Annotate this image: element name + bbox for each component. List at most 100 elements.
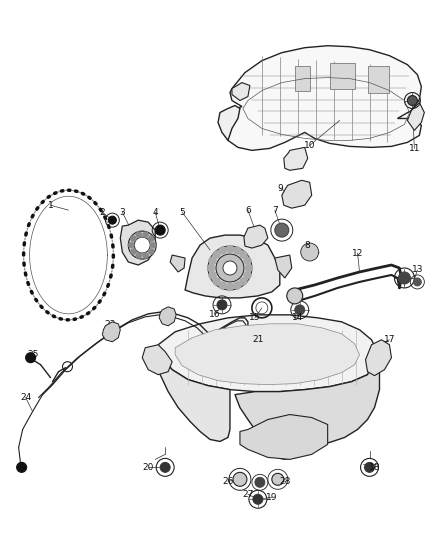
Polygon shape [407,102,424,131]
Circle shape [399,272,410,284]
Circle shape [212,251,221,259]
Circle shape [226,245,234,253]
Text: 6: 6 [245,206,251,215]
Circle shape [128,231,156,259]
Circle shape [131,248,136,254]
Text: 7: 7 [272,206,278,215]
Circle shape [148,248,154,254]
Circle shape [244,271,251,279]
Text: 9: 9 [277,184,283,193]
Text: 26: 26 [222,477,233,486]
Circle shape [275,223,289,237]
Text: 2: 2 [99,208,105,217]
Circle shape [217,300,227,310]
Polygon shape [244,225,268,248]
Circle shape [207,264,215,272]
Circle shape [287,288,303,304]
Circle shape [240,277,247,285]
Text: 8: 8 [305,240,311,249]
Circle shape [208,246,252,290]
Circle shape [226,283,234,291]
Text: 15: 15 [249,313,261,322]
Circle shape [136,232,142,238]
Circle shape [233,246,241,254]
Circle shape [208,271,216,279]
Text: 10: 10 [304,141,315,150]
Polygon shape [158,358,230,441]
Polygon shape [142,345,172,375]
Text: 4: 4 [152,208,158,217]
Circle shape [255,478,265,487]
Text: 23: 23 [105,320,116,329]
Polygon shape [284,148,308,171]
Circle shape [136,253,142,259]
Text: 13: 13 [412,265,423,274]
Text: 22: 22 [162,316,174,324]
Circle shape [240,251,247,259]
Text: 24: 24 [20,393,31,402]
Text: 19: 19 [266,493,278,502]
Circle shape [233,472,247,486]
Polygon shape [282,180,312,208]
Polygon shape [185,235,280,298]
Circle shape [160,462,170,472]
Text: 28: 28 [279,477,290,486]
Circle shape [216,254,244,282]
Text: 3: 3 [120,208,125,217]
Circle shape [272,473,284,486]
Text: 16: 16 [209,310,221,319]
Circle shape [155,225,165,235]
Text: 18: 18 [369,463,380,472]
Circle shape [150,242,156,248]
Circle shape [208,257,216,265]
Polygon shape [235,352,379,445]
Circle shape [212,277,221,285]
Circle shape [25,353,35,362]
Circle shape [245,264,253,272]
Circle shape [295,305,305,315]
Polygon shape [366,340,392,376]
Circle shape [143,232,148,238]
Polygon shape [218,106,240,140]
Text: 17: 17 [384,335,395,344]
Circle shape [364,462,374,472]
Text: 5: 5 [179,208,185,217]
Polygon shape [175,324,360,385]
Circle shape [223,261,237,275]
Polygon shape [275,255,292,278]
Circle shape [134,237,150,253]
Polygon shape [240,415,328,459]
Text: 25: 25 [27,350,38,359]
Circle shape [407,95,417,106]
Polygon shape [102,322,120,342]
Circle shape [219,246,227,254]
Circle shape [17,462,27,472]
Circle shape [413,278,421,286]
Circle shape [244,257,251,265]
Polygon shape [232,83,250,101]
Circle shape [143,253,148,259]
Circle shape [131,236,136,241]
Circle shape [277,439,293,455]
Circle shape [148,236,154,241]
Polygon shape [295,66,310,91]
Polygon shape [367,66,389,93]
Circle shape [253,494,263,504]
Text: 27: 27 [242,490,254,499]
Text: 11: 11 [409,144,420,153]
Polygon shape [330,63,355,88]
Polygon shape [158,315,378,392]
Polygon shape [120,220,155,265]
Text: 12: 12 [352,248,363,257]
Circle shape [301,243,319,261]
Text: 20: 20 [142,463,154,472]
Text: 14: 14 [292,313,304,322]
Text: 21: 21 [252,335,264,344]
Circle shape [128,242,134,248]
Polygon shape [170,255,185,272]
Circle shape [219,281,227,289]
Polygon shape [222,46,421,150]
Circle shape [108,216,117,224]
Text: 1: 1 [48,201,53,209]
Circle shape [233,281,241,289]
